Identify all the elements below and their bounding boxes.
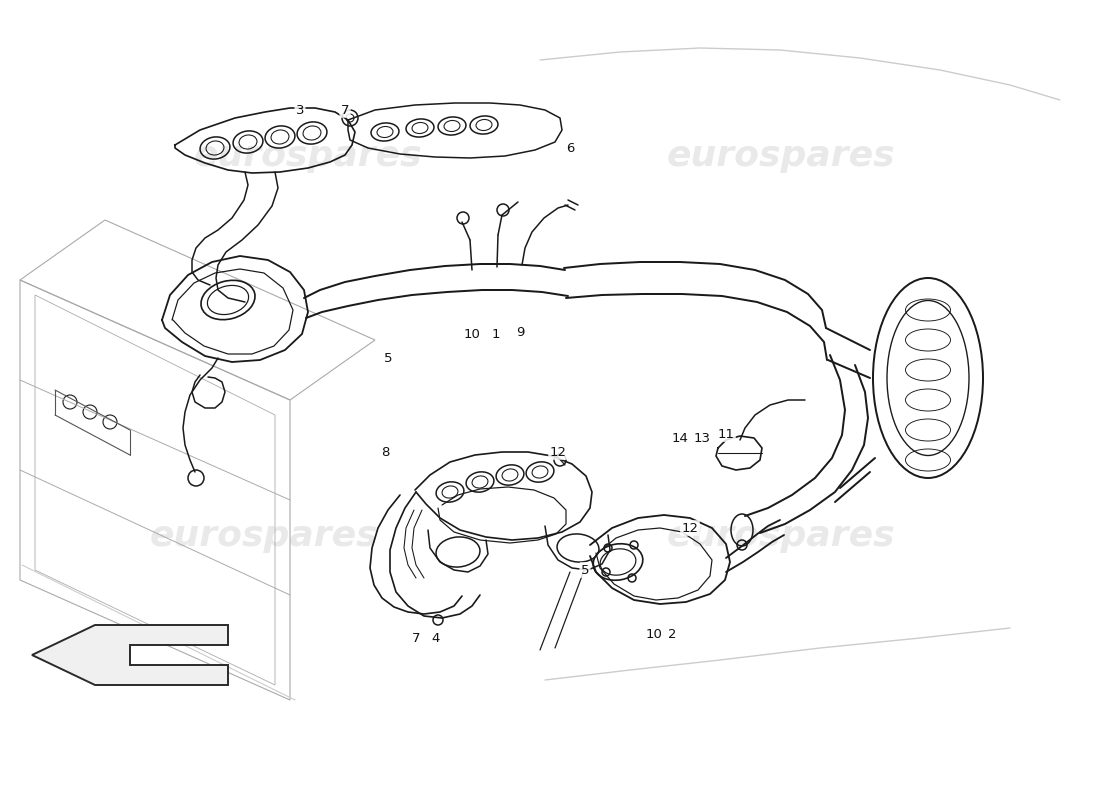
Text: 7: 7 xyxy=(341,103,350,117)
Text: eurospares: eurospares xyxy=(667,519,895,553)
Text: 11: 11 xyxy=(717,427,735,441)
Text: 13: 13 xyxy=(693,431,711,445)
Text: 8: 8 xyxy=(381,446,389,458)
Text: 12: 12 xyxy=(550,446,566,458)
Text: 3: 3 xyxy=(296,103,305,117)
Text: 1: 1 xyxy=(492,329,500,342)
Text: 4: 4 xyxy=(432,631,440,645)
Text: 9: 9 xyxy=(516,326,525,338)
Text: eurospares: eurospares xyxy=(667,139,895,173)
Text: eurospares: eurospares xyxy=(150,519,378,553)
Text: 7: 7 xyxy=(411,631,420,645)
Text: 6: 6 xyxy=(565,142,574,154)
Text: eurospares: eurospares xyxy=(194,139,422,173)
Text: 5: 5 xyxy=(384,351,393,365)
Text: 2: 2 xyxy=(668,627,676,641)
Text: 10: 10 xyxy=(463,329,481,342)
Polygon shape xyxy=(32,625,228,685)
Text: 14: 14 xyxy=(672,431,689,445)
Text: 5: 5 xyxy=(581,563,590,577)
Text: 10: 10 xyxy=(646,627,662,641)
Text: 12: 12 xyxy=(682,522,698,534)
